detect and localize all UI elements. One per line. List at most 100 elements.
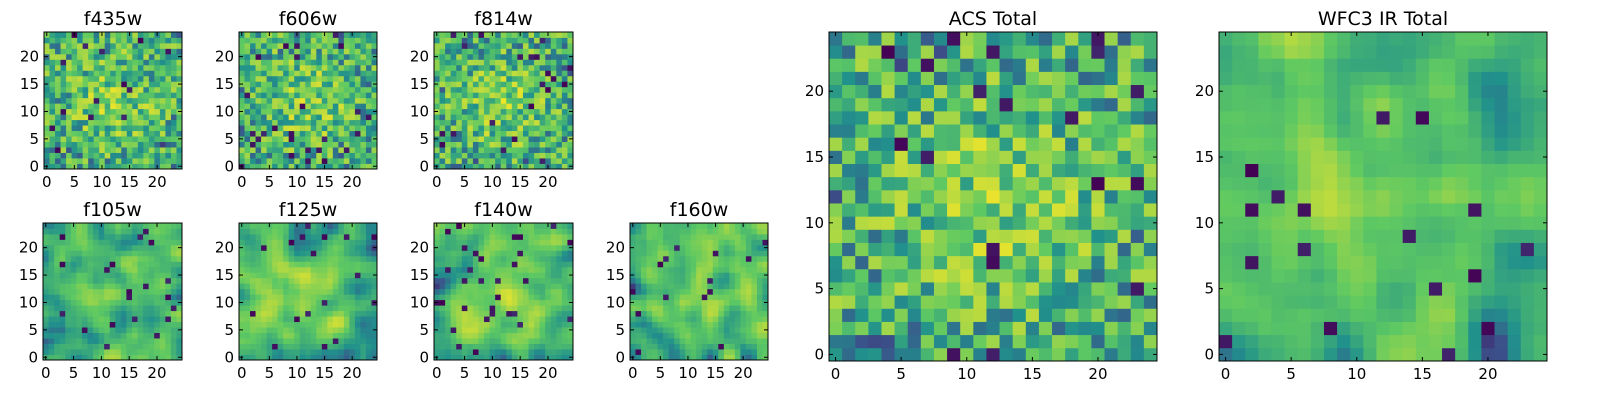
heatmap-cell [143, 103, 150, 110]
heatmap-cell [745, 244, 752, 251]
heatmap-cell [148, 261, 155, 268]
heatmap-cell [756, 305, 763, 312]
heatmap-cell [310, 92, 317, 99]
heatmap-cell [321, 266, 328, 273]
heatmap-cell [143, 92, 150, 99]
heatmap-cell [522, 332, 529, 339]
heatmap-cell [277, 147, 284, 153]
heatmap-cell [277, 223, 284, 229]
heatmap-cell [255, 70, 262, 77]
heatmap-cell [450, 288, 457, 295]
heatmap-cell [305, 70, 312, 77]
heatmap-cell [332, 59, 339, 66]
heatmap-cell [288, 163, 295, 170]
heatmap-cell [288, 37, 295, 44]
heatmap-cell [973, 150, 987, 164]
heatmap-cell [434, 59, 440, 66]
heatmap-cell [495, 338, 502, 344]
heatmap-cell [81, 299, 88, 306]
heatmap-cell [947, 163, 961, 178]
heatmap-cell [137, 70, 144, 77]
heatmap-cell [299, 75, 306, 82]
heatmap-cell [165, 277, 172, 284]
heatmap-cell [550, 32, 557, 38]
heatmap-cell [1143, 189, 1158, 204]
heatmap-cell [71, 64, 78, 71]
heatmap-cell [316, 239, 323, 246]
heatmap-cell [99, 147, 106, 153]
heatmap-cell [239, 228, 245, 235]
heatmap-cell [630, 255, 636, 262]
heatmap-cell [718, 321, 725, 328]
heatmap-cell [751, 332, 758, 339]
heatmap-cell [244, 92, 251, 99]
heatmap-cell [679, 244, 686, 251]
heatmap-cell [76, 239, 83, 246]
heatmap-cell [154, 327, 161, 333]
heatmap-cell [266, 305, 273, 312]
heatmap-cell [522, 81, 529, 88]
heatmap-cell [154, 321, 161, 328]
heatmap-cell [294, 239, 301, 246]
heatmap-cell [461, 266, 468, 273]
heatmap-cell [299, 119, 306, 126]
heatmap-cell [261, 70, 267, 77]
heatmap-cell [154, 294, 161, 301]
heatmap-cell [165, 119, 172, 126]
heatmap-cell [1143, 295, 1158, 309]
heatmap-cell [310, 228, 317, 235]
heatmap-cell [539, 97, 546, 104]
heatmap-cell [154, 349, 161, 355]
heatmap-cell [332, 141, 339, 148]
heatmap-cell [495, 86, 502, 93]
heatmap-cell [434, 42, 440, 49]
heatmap-cell [93, 64, 100, 71]
heatmap-cell [685, 288, 692, 295]
heatmap-cell [250, 125, 256, 132]
heatmap-cell [973, 321, 987, 336]
heatmap-cell [332, 233, 339, 240]
heatmap-cell [456, 343, 463, 350]
heatmap-cell [327, 108, 334, 115]
heatmap-cell [343, 316, 350, 323]
heatmap-cell [461, 239, 468, 246]
heatmap-cell [539, 349, 546, 355]
heatmap-cell [550, 53, 557, 60]
heatmap-cell [646, 327, 653, 333]
heatmap-cell [445, 108, 452, 115]
heatmap-cell [70, 261, 77, 268]
heatmap-cell [170, 130, 177, 137]
heatmap-cell [478, 332, 485, 339]
heatmap-cell [44, 119, 50, 126]
heatmap-cell [445, 158, 452, 164]
heatmap-cell [685, 310, 692, 317]
heatmap-cell [495, 299, 502, 306]
heatmap-cell [55, 119, 61, 126]
heatmap-cell [556, 354, 563, 361]
heatmap-cell [973, 334, 987, 349]
heatmap-cell [561, 332, 568, 339]
heatmap-cell [522, 261, 529, 268]
heatmap-cell [121, 64, 128, 71]
heatmap-cell [652, 261, 658, 268]
heatmap-cell [445, 288, 452, 295]
heatmap-cell [288, 354, 295, 361]
heatmap-cell [104, 283, 111, 290]
heatmap-cell [110, 53, 117, 60]
heatmap-cell [316, 343, 323, 350]
heatmap-cell [82, 125, 89, 132]
heatmap-cell [154, 59, 161, 66]
heatmap-cell [506, 158, 513, 164]
heatmap-cell [60, 86, 67, 93]
heatmap-cell [349, 37, 356, 44]
heatmap-cell [327, 114, 334, 121]
heatmap-cell [467, 250, 474, 257]
heatmap-cell [539, 261, 546, 268]
heatmap-cell [294, 332, 301, 339]
heatmap-cell [829, 334, 843, 349]
heatmap-cell [115, 70, 122, 77]
heatmap-cell [338, 37, 345, 44]
heatmap-cell [244, 70, 251, 77]
heatmap-cell [445, 141, 452, 148]
heatmap-cell [960, 229, 974, 243]
